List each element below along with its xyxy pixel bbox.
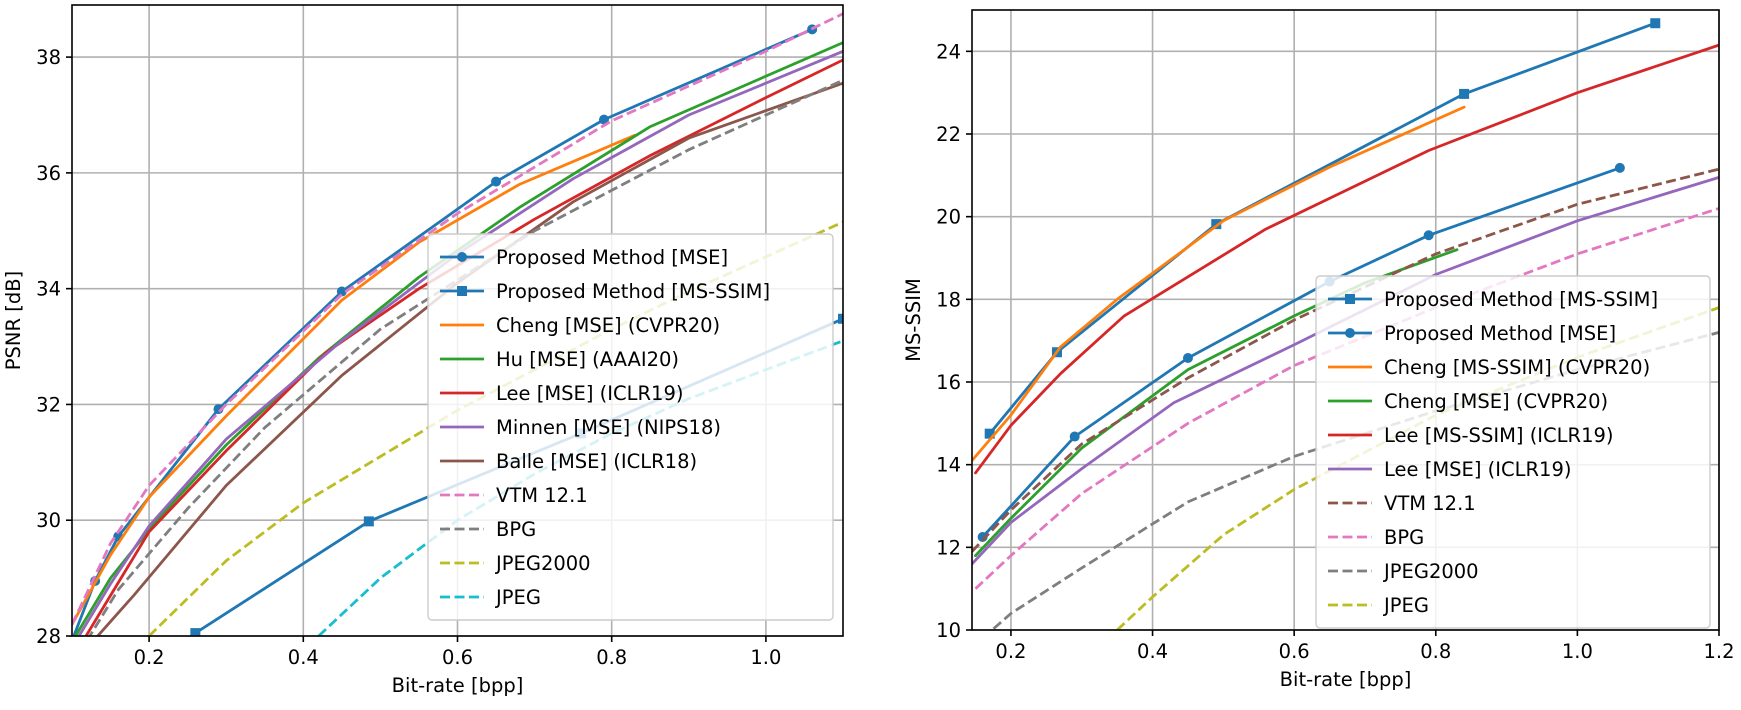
psnr-xtick-label-0: 0.2	[134, 646, 165, 669]
psnr-ytick-label-3: 34	[36, 278, 61, 301]
psnr-series-line-5	[77, 49, 843, 636]
psnr-ytick-label-1: 30	[36, 509, 61, 532]
psnr-series-0-point-4	[336, 286, 347, 297]
msssim-ytick-label-5: 20	[936, 206, 961, 229]
psnr-legend-label-10: JPEG	[494, 586, 541, 609]
msssim-xtick-label-3: 0.8	[1420, 640, 1451, 663]
msssim-series-0-point-2	[1211, 219, 1222, 230]
psnr-ytick-label-0: 28	[36, 625, 61, 648]
psnr-series-1-point-1	[363, 516, 374, 527]
msssim-legend-label-2: Cheng [MS-SSIM] (CVPR20)	[1384, 356, 1650, 379]
msssim-series-line-6	[972, 167, 1719, 553]
psnr-series-line-7	[72, 12, 843, 626]
msssim-series-line-1	[981, 166, 1622, 539]
msssim-series-0-point-0	[984, 428, 995, 439]
msssim-xtick-label-0: 0.2	[995, 640, 1026, 663]
psnr-x-axis-label: Bit-rate [bpp]	[392, 674, 524, 697]
msssim-xtick-label-5: 1.2	[1703, 640, 1734, 663]
psnr-series-line-8	[88, 79, 843, 636]
msssim-series-line-8	[989, 331, 1719, 630]
psnr-series-0-point-6	[598, 114, 609, 125]
psnr-legend-marker-1	[457, 286, 467, 296]
msssim-legend-label-5: Lee [MSE] (ICLR19)	[1384, 458, 1571, 481]
msssim-axes-frame	[971, 9, 1720, 631]
psnr-chart: 0.2 0.4 0.6 0.8 1.0 28 30 32 34 36 38 Bit-rate [bpp…	[2, 4, 844, 697]
msssim-legend-label-0: Proposed Method [MS-SSIM]	[1384, 288, 1658, 311]
psnr-xtick-label-3: 0.8	[596, 646, 627, 669]
msssim-series-line-5	[972, 175, 1719, 566]
psnr-ytick-label-2: 32	[36, 393, 61, 416]
msssim-legend-label-9: JPEG	[1382, 594, 1429, 617]
psnr-legend-label-2: Cheng [MSE] (CVPR20)	[496, 314, 720, 337]
msssim-legend-label-7: BPG	[1384, 526, 1424, 549]
psnr-series-line-2	[72, 133, 637, 626]
psnr-y-axis-label: PSNR [dB]	[2, 271, 25, 370]
ms-ssim-chart: 0.2 0.4 0.6 0.8 1.0 1.2 10 12 14 16 18 20 22 24 Bit-ra…	[902, 9, 1735, 691]
psnr-series-1-point-3	[838, 313, 843, 324]
msssim-ytick-label-7: 24	[936, 40, 961, 63]
psnr-legend-label-0: Proposed Method [MSE]	[496, 246, 728, 269]
msssim-legend-marker-0	[1345, 294, 1355, 304]
msssim-xtick-label-2: 0.6	[1279, 640, 1310, 663]
msssim-series-group	[972, 18, 1719, 630]
psnr-xtick-label-2: 0.6	[442, 646, 473, 669]
msssim-xtick-label-1: 0.4	[1137, 640, 1168, 663]
psnr-legend-label-7: VTM 12.1	[496, 484, 588, 507]
psnr-ytick-label-4: 36	[36, 162, 61, 185]
psnr-series-line-4	[84, 58, 843, 636]
msssim-ytick-label-4: 18	[936, 288, 961, 311]
msssim-ytick-label-6: 22	[936, 123, 961, 146]
psnr-xtick-label-1: 0.4	[288, 646, 319, 669]
msssim-ytick-label-1: 12	[936, 536, 961, 559]
psnr-legend-label-5: Minnen [MSE] (NIPS18)	[496, 416, 721, 439]
psnr-xtick-label-4: 1.0	[750, 646, 781, 669]
msssim-series-1-point-2	[1182, 353, 1193, 364]
psnr-legend-label-3: Hu [MSE] (AAAI20)	[496, 348, 679, 371]
msssim-legend-label-8: JPEG2000	[1382, 560, 1479, 583]
msssim-legend-label-6: VTM 12.1	[1384, 492, 1476, 515]
msssim-legend-label-3: Cheng [MSE] (CVPR20)	[1384, 390, 1608, 413]
psnr-legend-marker-0	[457, 252, 467, 262]
msssim-series-0-point-3	[1459, 88, 1470, 99]
msssim-legend-marker-1	[1345, 328, 1355, 338]
msssim-ticks: 0.2 0.4 0.6 0.8 1.0 1.2 10 12 14 16 18 20 22 24	[936, 40, 1734, 663]
psnr-legend-label-8: BPG	[496, 518, 536, 541]
msssim-series-1-point-5	[1614, 162, 1625, 173]
msssim-series-1-point-1	[1069, 431, 1080, 442]
msssim-ytick-label-3: 16	[936, 371, 961, 394]
msssim-legend-label-1: Proposed Method [MSE]	[1384, 322, 1616, 345]
msssim-xtick-label-4: 1.0	[1562, 640, 1593, 663]
msssim-series-line-4	[974, 43, 1719, 475]
psnr-series-0-point-0	[55, 666, 65, 676]
psnr-legend: Proposed Method [MSE] Proposed Method [MS…	[427, 233, 834, 621]
psnr-series-1-point-0	[190, 628, 201, 636]
psnr-legend-label-6: Balle [MSE] (ICLR18)	[496, 450, 697, 473]
msssim-series-0-point-4	[1650, 18, 1661, 29]
psnr-series-0-point-5	[491, 176, 502, 187]
psnr-ytick-label-5: 38	[36, 46, 61, 69]
psnr-legend-label-9: JPEG2000	[494, 552, 591, 575]
msssim-legend-label-4: Lee [MS-SSIM] (ICLR19)	[1384, 424, 1614, 447]
msssim-legend-box	[1315, 275, 1711, 629]
psnr-legend-label-1: Proposed Method [MS-SSIM]	[496, 280, 770, 303]
psnr-legend-box	[427, 233, 834, 621]
msssim-ytick-label-0: 10	[936, 619, 961, 642]
msssim-series-line-2	[972, 105, 1466, 462]
msssim-x-axis-label: Bit-rate [bpp]	[1280, 668, 1412, 691]
psnr-legend-label-4: Lee [MSE] (ICLR19)	[496, 382, 683, 405]
msssim-legend: Proposed Method [MS-SSIM] Proposed Method…	[1315, 275, 1711, 629]
msssim-series-1-point-4	[1423, 230, 1434, 241]
psnr-ticks: 0.2 0.4 0.6 0.8 1.0 28 30 32 34 36 38	[36, 46, 781, 669]
msssim-series-line-7	[974, 207, 1719, 590]
psnr-series-line-6	[95, 81, 843, 636]
msssim-ytick-label-2: 14	[936, 454, 961, 477]
msssim-y-axis-label: MS-SSIM	[902, 278, 925, 362]
